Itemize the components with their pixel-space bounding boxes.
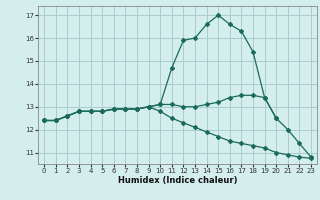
X-axis label: Humidex (Indice chaleur): Humidex (Indice chaleur) <box>118 176 237 185</box>
